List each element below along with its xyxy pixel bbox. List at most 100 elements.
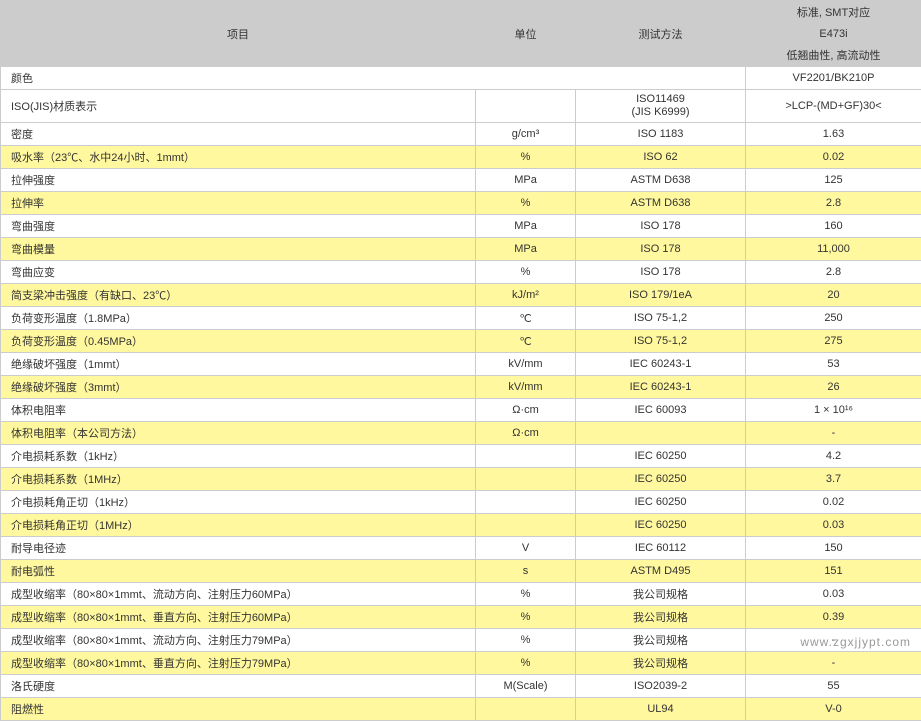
cell-unit: Ω·cm xyxy=(476,422,576,445)
cell-value: 2.8 xyxy=(746,192,921,215)
table-row: 成型收缩率（80×80×1mmt、垂直方向、注射压力60MPa）%我公司规格0.… xyxy=(1,606,921,629)
cell-method: ASTM D638 xyxy=(576,192,746,215)
cell-method: IEC 60250 xyxy=(576,514,746,537)
cell-unit: ℃ xyxy=(476,330,576,353)
cell-item: 弯曲应变 xyxy=(1,261,476,284)
cell-method: ISO 178 xyxy=(576,238,746,261)
table-row: 拉伸率%ASTM D6382.8 xyxy=(1,192,921,215)
cell-item: 阻燃性 xyxy=(1,698,476,721)
table-row: 拉伸强度MPaASTM D638125 xyxy=(1,169,921,192)
table-row: 颜色VF2201/BK210P xyxy=(1,67,921,90)
header-item: 项目 xyxy=(1,1,476,67)
cell-method: 我公司规格 xyxy=(576,652,746,675)
cell-unit: % xyxy=(476,261,576,284)
cell-method: IEC 60093 xyxy=(576,399,746,422)
cell-unit: M(Scale) xyxy=(476,675,576,698)
cell-item: 介电损耗系数（1kHz） xyxy=(1,445,476,468)
cell-item: 负荷变形温度（1.8MPa） xyxy=(1,307,476,330)
cell-item: 颜色 xyxy=(1,67,746,90)
header-std-bot: 低翘曲性, 高流动性 xyxy=(746,44,921,67)
cell-item: 绝缘破坏强度（3mmt） xyxy=(1,376,476,399)
cell-item: 介电损耗系数（1MHz） xyxy=(1,468,476,491)
cell-item: 吸水率（23℃、水中24小时、1mmt） xyxy=(1,146,476,169)
cell-value: 20 xyxy=(746,284,921,307)
cell-method: ISO2039-2 xyxy=(576,675,746,698)
table-row: 绝缘破坏强度（1mmt）kV/mmIEC 60243-153 xyxy=(1,353,921,376)
cell-method: IEC 60243-1 xyxy=(576,376,746,399)
cell-value: 0.39 xyxy=(746,606,921,629)
cell-method xyxy=(576,422,746,445)
cell-value: 160 xyxy=(746,215,921,238)
cell-method: ISO 178 xyxy=(576,261,746,284)
cell-unit: % xyxy=(476,583,576,606)
cell-item: 耐电弧性 xyxy=(1,560,476,583)
cell-method: ISO11469(JIS K6999) xyxy=(576,90,746,123)
cell-item: 弯曲强度 xyxy=(1,215,476,238)
cell-value: 55 xyxy=(746,675,921,698)
table-row: 体积电阻率（本公司方法）Ω·cm- xyxy=(1,422,921,445)
cell-unit xyxy=(476,445,576,468)
cell-value: - xyxy=(746,652,921,675)
cell-method: ASTM D495 xyxy=(576,560,746,583)
cell-value: 2.8 xyxy=(746,261,921,284)
cell-value: 3.7 xyxy=(746,468,921,491)
cell-method: IEC 60250 xyxy=(576,445,746,468)
table-row: 简支梁冲击强度（有缺口、23℃）kJ/m²ISO 179/1eA20 xyxy=(1,284,921,307)
cell-value: V-0 xyxy=(746,698,921,721)
cell-unit: kV/mm xyxy=(476,353,576,376)
cell-item: 密度 xyxy=(1,123,476,146)
cell-unit: Ω·cm xyxy=(476,399,576,422)
table-row: 成型收缩率（80×80×1mmt、流动方向、注射压力60MPa）%我公司规格0.… xyxy=(1,583,921,606)
material-properties-table: 项目 单位 测试方法 标准, SMT对应 E473i 低翘曲性, 高流动性 颜色… xyxy=(0,0,921,721)
cell-value: >LCP-(MD+GF)30< xyxy=(746,90,921,123)
table-row: 介电损耗角正切（1MHz） IEC 602500.03 xyxy=(1,514,921,537)
cell-item: 绝缘破坏强度（1mmt） xyxy=(1,353,476,376)
cell-unit xyxy=(476,90,576,123)
cell-item: 弯曲模量 xyxy=(1,238,476,261)
cell-unit: MPa xyxy=(476,238,576,261)
table-row: 弯曲强度MPaISO 178160 xyxy=(1,215,921,238)
cell-value: 125 xyxy=(746,169,921,192)
cell-item: 体积电阻率 xyxy=(1,399,476,422)
table-row: 吸水率（23℃、水中24小时、1mmt）%ISO 620.02 xyxy=(1,146,921,169)
cell-value: 0.03 xyxy=(746,514,921,537)
header-std-mid: E473i xyxy=(746,24,921,44)
cell-value: - xyxy=(746,422,921,445)
cell-item: 成型收缩率（80×80×1mmt、垂直方向、注射压力79MPa） xyxy=(1,652,476,675)
cell-value: 250 xyxy=(746,307,921,330)
table-row: 负荷变形温度（0.45MPa）℃ISO 75-1,2275 xyxy=(1,330,921,353)
cell-method: 我公司规格 xyxy=(576,606,746,629)
cell-method: IEC 60243-1 xyxy=(576,353,746,376)
cell-value: 151 xyxy=(746,560,921,583)
cell-value: 0.02 xyxy=(746,491,921,514)
cell-value: 1 × 10¹⁶ xyxy=(746,399,921,422)
cell-method: UL94 xyxy=(576,698,746,721)
watermark: www.zgxjjypt.com xyxy=(800,635,911,649)
cell-value: VF2201/BK210P xyxy=(746,67,921,90)
cell-value: 0.02 xyxy=(746,146,921,169)
cell-unit: % xyxy=(476,192,576,215)
cell-unit xyxy=(476,698,576,721)
table-row: 耐电弧性sASTM D495151 xyxy=(1,560,921,583)
header-unit: 单位 xyxy=(476,1,576,67)
cell-method: IEC 60250 xyxy=(576,468,746,491)
cell-method: 我公司规格 xyxy=(576,629,746,652)
cell-unit: ℃ xyxy=(476,307,576,330)
cell-method: ASTM D638 xyxy=(576,169,746,192)
cell-unit: g/cm³ xyxy=(476,123,576,146)
cell-value: 26 xyxy=(746,376,921,399)
cell-item: ISO(JIS)材质表示 xyxy=(1,90,476,123)
cell-method: ISO 75-1,2 xyxy=(576,307,746,330)
cell-value: 4.2 xyxy=(746,445,921,468)
header-method: 测试方法 xyxy=(576,1,746,67)
cell-method: ISO 179/1eA xyxy=(576,284,746,307)
cell-item: 介电损耗角正切（1MHz） xyxy=(1,514,476,537)
cell-method: IEC 60112 xyxy=(576,537,746,560)
cell-value: 1.63 xyxy=(746,123,921,146)
cell-value: 275 xyxy=(746,330,921,353)
table-row: 介电损耗角正切（1kHz）IEC 602500.02 xyxy=(1,491,921,514)
cell-item: 拉伸率 xyxy=(1,192,476,215)
cell-item: 成型收缩率（80×80×1mmt、垂直方向、注射压力60MPa） xyxy=(1,606,476,629)
cell-value: 53 xyxy=(746,353,921,376)
table-row: 弯曲模量MPaISO 17811,000 xyxy=(1,238,921,261)
